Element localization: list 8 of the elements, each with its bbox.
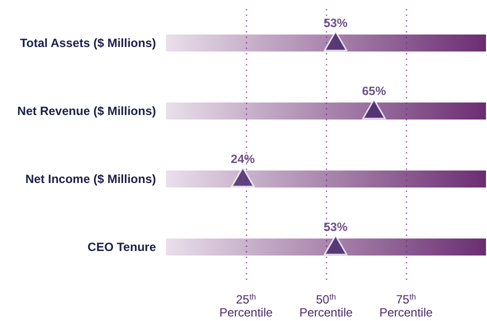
data-label: 65% — [362, 84, 386, 98]
data-label: 53% — [324, 16, 348, 30]
y-tick-label: CEO Tenure — [88, 240, 156, 254]
data-label: 24% — [230, 152, 256, 166]
y-tick-label: Net Revenue ($ Millions) — [17, 104, 156, 118]
y-tick-label: Total Assets ($ Millions) — [20, 36, 156, 50]
y-tick-label: Net Income ($ Millions) — [25, 172, 156, 186]
data-label: 53% — [324, 220, 348, 234]
